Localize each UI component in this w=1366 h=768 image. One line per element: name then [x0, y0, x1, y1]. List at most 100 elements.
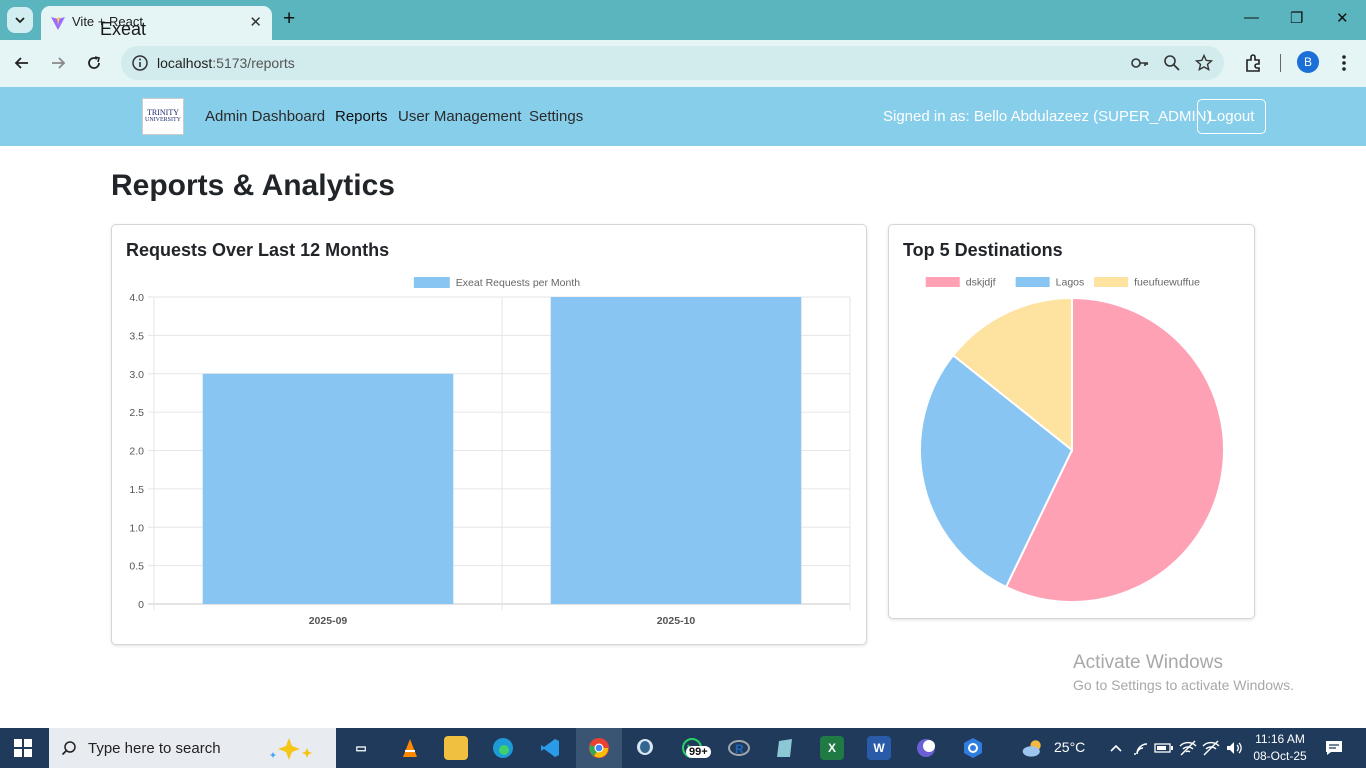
url-path: :5173/reports [212, 55, 295, 71]
y-tick-label: 3.0 [129, 369, 144, 381]
clock-time: 11:16 AM [1255, 732, 1305, 746]
clock-date: 08-Oct-25 [1253, 749, 1307, 763]
bar-2025-10 [550, 297, 802, 604]
notifications-icon[interactable] [1322, 736, 1346, 760]
chrome-icon[interactable] [587, 736, 611, 760]
notebook-app-icon[interactable] [773, 736, 797, 760]
bar-chart-bars [202, 297, 802, 604]
browser-toolbar: localhost:5173/reports B [0, 40, 1366, 87]
close-tab-icon[interactable]: ✕ [249, 14, 262, 31]
windows-taskbar: Type here to search ▭ R X W [0, 728, 1366, 768]
chevron-down-icon [15, 17, 25, 24]
legend-swatch [1094, 277, 1129, 287]
more-menu-icon[interactable] [1336, 53, 1352, 73]
pie-chart-title: Top 5 Destinations [903, 240, 1063, 260]
nav-reports[interactable]: Reports [335, 108, 388, 125]
vlc-icon[interactable] [398, 736, 422, 760]
extensions-icon[interactable] [1244, 53, 1264, 73]
logout-button[interactable]: Logout [1197, 99, 1266, 134]
bar-chart-title: Requests Over Last 12 Months [126, 240, 390, 260]
postgres-icon[interactable] [633, 736, 657, 760]
profile-avatar[interactable]: B [1297, 51, 1319, 73]
battery-icon[interactable] [1152, 736, 1176, 760]
taskbar-search-box[interactable]: Type here to search [49, 728, 336, 768]
tab-search-button[interactable] [7, 7, 33, 33]
site-info-icon[interactable] [131, 54, 149, 72]
mic-off-icon[interactable] [1199, 736, 1223, 760]
nav-user-management[interactable]: User Management [398, 108, 522, 125]
key-icon[interactable] [1130, 54, 1150, 72]
address-bar[interactable]: localhost:5173/reports [121, 46, 1224, 80]
bar-chart-labels: Exeat Requests per Month 0 0.5 1.0 1.5 2.0 2.5… [129, 277, 695, 627]
word-icon[interactable]: W [867, 736, 891, 760]
x-tick-label: 2025-09 [309, 615, 348, 627]
back-button[interactable] [11, 52, 33, 74]
activate-windows-subtitle: Go to Settings to activate Windows. [1073, 677, 1294, 693]
task-view-icon[interactable]: ▭ [355, 741, 367, 755]
app-moon-icon[interactable] [914, 736, 938, 760]
file-explorer-icon[interactable] [444, 736, 468, 760]
legend-swatch [413, 277, 450, 288]
taskbar-clock[interactable]: 11:16 AM 08-Oct-25 [1245, 731, 1315, 765]
browser-tab[interactable]: Vite + React ✕ [41, 6, 272, 40]
svg-text:R: R [735, 742, 744, 756]
whatsapp-notification-badge: 99+ [686, 746, 711, 758]
pie-chart-legend: dskjdjf Lagos fueufuewuffue [925, 277, 1200, 289]
activate-windows-title: Activate Windows [1073, 652, 1223, 673]
reload-icon [88, 56, 100, 69]
pie-slice-dskjdjf [1004, 296, 1225, 603]
forward-button[interactable] [47, 52, 69, 74]
x-tick-label: 2025-10 [657, 615, 696, 627]
network-icon[interactable] [1129, 736, 1153, 760]
weather-temperature[interactable]: 25°C [1054, 739, 1086, 755]
nav-admin-dashboard[interactable]: Admin Dashboard [205, 108, 326, 125]
y-tick-label: 3.5 [129, 330, 144, 342]
legend-label: Lagos [1056, 277, 1085, 289]
excel-icon[interactable]: X [820, 736, 844, 760]
reload-button[interactable] [83, 52, 105, 74]
vscode-icon[interactable] [538, 736, 562, 760]
new-tab-icon[interactable]: + [283, 7, 296, 30]
bar-chart-card: Requests Over Last 12 Months Exeat Reque… [111, 224, 867, 645]
browser-tab-bar: Vite + React ✕ + — ❐ ✕ [0, 0, 1366, 40]
y-tick-label: 1.5 [129, 484, 144, 496]
app-shield-icon[interactable] [961, 736, 985, 760]
nav-settings[interactable]: Settings [529, 108, 584, 125]
brand-name[interactable]: Exeat [100, 19, 147, 39]
vite-icon [51, 17, 65, 30]
url-text: localhost:5173/reports [157, 55, 295, 71]
pie-chart: dskjdjf Lagos fueufuewuffue [919, 277, 1225, 603]
y-tick-label: 1.0 [129, 522, 144, 534]
zoom-icon[interactable] [1163, 54, 1181, 72]
restore-icon[interactable]: ❐ [1290, 10, 1304, 27]
university-logo: TRINITY UNIVERSITY [142, 98, 184, 135]
toolbar-divider [1280, 54, 1281, 72]
back-arrow-icon [14, 57, 28, 69]
bookmark-star-icon[interactable] [1195, 54, 1213, 72]
y-tick-label: 0.5 [129, 561, 144, 573]
pie-chart-slices [919, 296, 1225, 603]
url-host: localhost [157, 55, 213, 71]
legend-label: fueufuewuffue [1134, 277, 1200, 289]
minimize-icon[interactable]: — [1244, 9, 1259, 26]
bar-chart: Exeat Requests per Month 0 0.5 1.0 1.5 2.0 2.5… [129, 277, 851, 627]
copilot-sparkle-icon [270, 738, 312, 760]
y-tick-label: 0 [138, 599, 144, 611]
weather-cloud-icon[interactable] [1021, 736, 1045, 760]
app-r-icon[interactable]: R [727, 736, 751, 760]
window-close-icon[interactable]: ✕ [1336, 10, 1349, 27]
wifi-off-icon[interactable] [1176, 736, 1200, 760]
logo-text: TRINITY [147, 108, 179, 117]
search-icon [61, 741, 76, 756]
legend-swatch [1015, 277, 1050, 287]
logo-subtext: UNIVERSITY [145, 117, 181, 123]
legend-swatch [925, 277, 960, 287]
windows-start-icon[interactable] [14, 739, 32, 757]
system-tray-chevron-icon[interactable] [1104, 736, 1128, 760]
volume-icon[interactable] [1222, 736, 1246, 760]
app-navbar [0, 87, 1366, 146]
pie-slice-Lagos [919, 353, 1074, 589]
edge-icon[interactable] [491, 736, 515, 760]
signed-in-text: Signed in as: Bello Abdulazeez (SUPER_AD… [883, 108, 1212, 125]
y-tick-label: 2.5 [129, 407, 144, 419]
